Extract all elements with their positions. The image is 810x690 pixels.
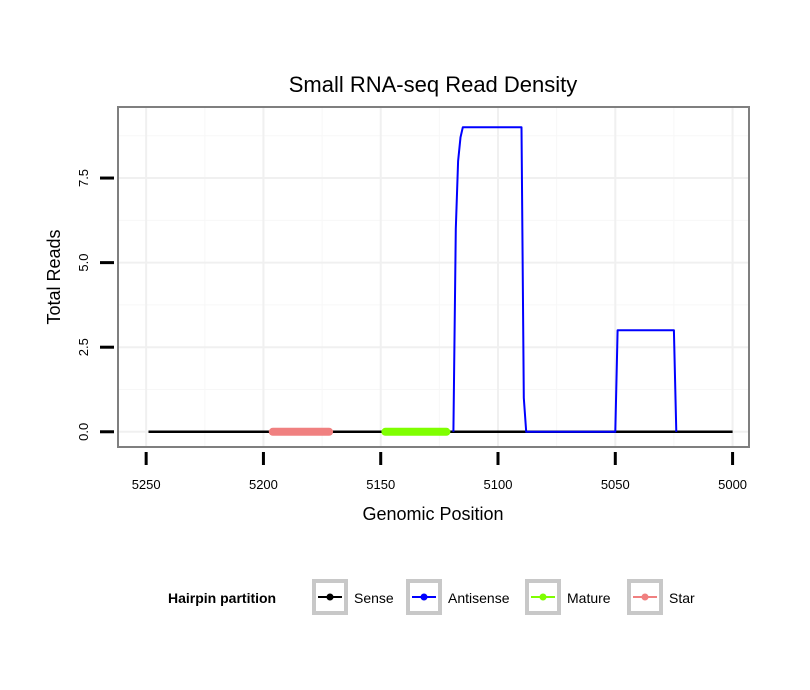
y-tick-label: 7.5 (76, 169, 91, 187)
x-tick-label: 5050 (601, 477, 630, 492)
x-tick-label: 5100 (484, 477, 513, 492)
chart-title: Small RNA-seq Read Density (289, 72, 578, 97)
x-tick-label: 5150 (366, 477, 395, 492)
legend-label-mature: Mature (567, 590, 611, 606)
legend-key-dot (539, 593, 547, 601)
legend-label-antisense: Antisense (448, 590, 510, 606)
legend-key-dot (326, 593, 334, 601)
y-tick-label: 0.0 (76, 423, 91, 441)
legend-label-sense: Sense (354, 590, 394, 606)
series-antisense-line (452, 126, 678, 433)
legend-label-star: Star (669, 590, 695, 606)
plot-panel (117, 106, 750, 448)
x-axis: 5250 5200 5150 5100 5050 5000 (132, 452, 747, 492)
y-axis: 0.0 2.5 5.0 7.5 (76, 169, 114, 441)
y-axis-title: Total Reads (44, 229, 64, 324)
legend-key-dot (420, 593, 428, 601)
legend: Hairpin partition Sense Antisense Mature St… (168, 579, 695, 615)
y-tick-label: 5.0 (76, 254, 91, 272)
x-tick-label: 5200 (249, 477, 278, 492)
y-tick-label: 2.5 (76, 338, 91, 356)
legend-entries: Sense Antisense Mature Star (312, 579, 695, 615)
legend-key-dot (641, 593, 649, 601)
data-series (148, 126, 733, 436)
legend-title: Hairpin partition (168, 590, 276, 606)
x-tick-label: 5250 (132, 477, 161, 492)
x-axis-title: Genomic Position (362, 504, 503, 524)
x-tick-label: 5000 (718, 477, 747, 492)
